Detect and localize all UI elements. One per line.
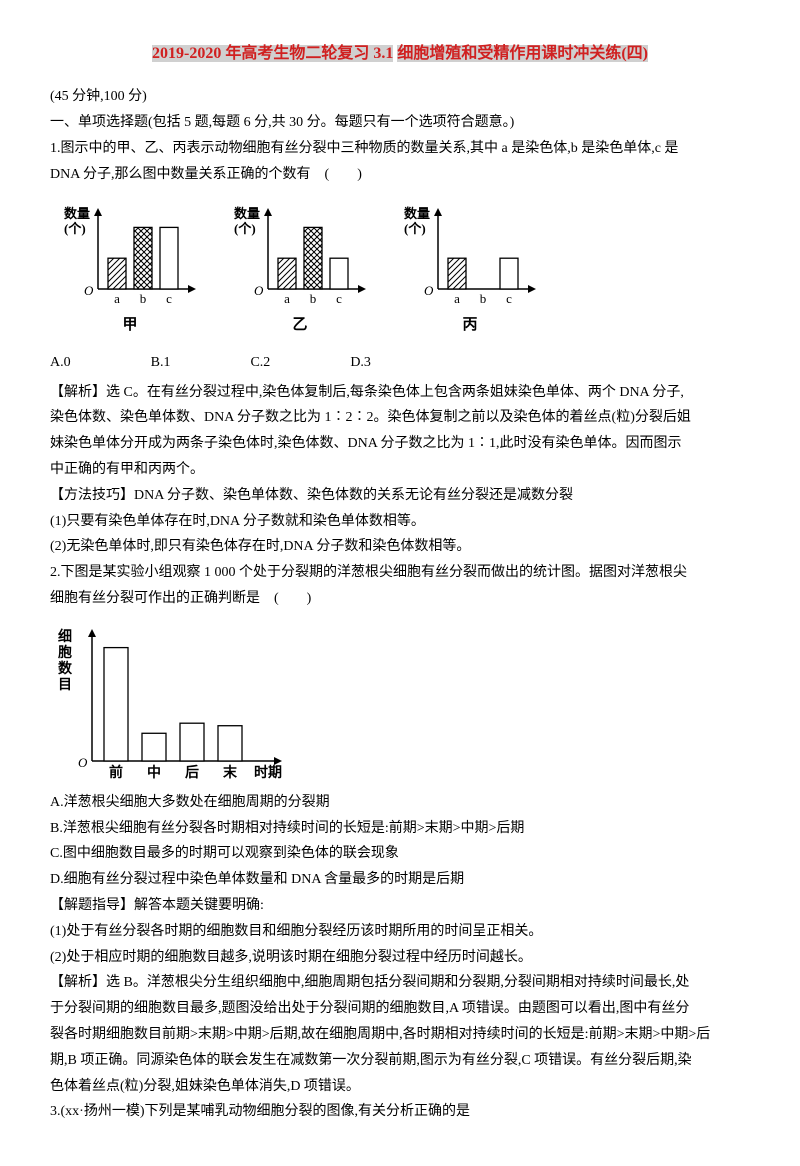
q2-exp-3: 裂各时期细胞数目前期>末期>中期>后期,故在细胞周期中,各时期相对持续时间的长短… [50,1023,750,1047]
svg-text:中: 中 [147,764,161,781]
q1-exp-3: 妹染色单体分开成为两条子染色体时,染色体数、DNA 分子数之比为 1∶1,此时没… [50,432,750,456]
q1-tip-head: 【方法技巧】DNA 分子数、染色单体数、染色体数的关系无论有丝分裂还是减数分裂 [50,484,750,508]
svg-text:a: a [454,291,460,306]
svg-text:c: c [166,291,172,306]
chart-bing: 数量(个) O a b c 丙 [400,204,540,339]
svg-text:c: c [336,291,342,306]
svg-text:前: 前 [109,764,123,781]
chart-jia: 数量(个) O a b c 甲 [60,204,200,339]
svg-text:数量: 数量 [404,206,430,221]
q1-option-b: B.1 [151,351,171,375]
q2-option-a: A.洋葱根尖细胞大多数处在细胞周期的分裂期 [50,791,750,815]
svg-text:(个): (个) [404,221,426,236]
chart-jia-label: 甲 [60,313,200,339]
q2-option-c: C.图中细胞数目最多的时期可以观察到染色体的联会现象 [50,842,750,866]
svg-text:数量: 数量 [64,206,90,221]
svg-text:O: O [78,755,88,770]
q1-tip-1: (1)只要有染色单体存在时,DNA 分子数就和染色单体数相等。 [50,510,750,534]
svg-text:后: 后 [185,764,199,781]
svg-text:(个): (个) [64,221,86,236]
svg-text:O: O [254,283,264,298]
q3-stem: 3.(xx·扬州一模)下列是某哺乳动物细胞分裂的图像,有关分析正确的是 [50,1100,750,1124]
title-part-1: 2019-2020 年高考生物二轮复习 3.1 [152,45,393,62]
svg-text:细: 细 [58,628,72,645]
q2-chart: 细胞数目 O 前 中 后 末时期 [50,623,290,783]
q2-tip-head: 【解题指导】解答本题关键要明确: [50,894,750,918]
q1-exp-2: 染色体数、染色单体数、DNA 分子数之比为 1∶2∶2。染色体复制之前以及染色体… [50,406,750,430]
q1-option-d: D.3 [350,351,371,375]
svg-text:(个): (个) [234,221,256,236]
svg-text:O: O [84,283,94,298]
svg-text:数: 数 [58,660,73,677]
q2-exp-2: 于分裂间期的细胞数目最多,题图没给出处于分裂间期的细胞数目,A 项错误。由题图可… [50,997,750,1021]
q1-exp-1: 【解析】选 C。在有丝分裂过程中,染色体复制后,每条染色体上包含两条姐妹染色单体… [50,381,750,405]
q2-option-b: B.洋葱根尖细胞有丝分裂各时期相对持续时间的长短是:前期>末期>中期>后期 [50,817,750,841]
section-1-heading: 一、单项选择题(包括 5 题,每题 6 分,共 30 分。每题只有一个选项符合题… [50,111,750,135]
q2-option-d: D.细胞有丝分裂过程中染色单体数量和 DNA 含量最多的时期是后期 [50,868,750,892]
svg-text:a: a [114,291,120,306]
q2-exp-5: 色体着丝点(粒)分裂,姐妹染色单体消失,D 项错误。 [50,1075,750,1099]
svg-text:数量: 数量 [234,206,260,221]
q1-exp-4: 中正确的有甲和丙两个。 [50,458,750,482]
svg-text:末: 末 [223,764,238,781]
chart-yi-label: 乙 [230,313,370,339]
q2-exp-1: 【解析】选 B。洋葱根尖分生组织细胞中,细胞周期包括分裂间期和分裂期,分裂间期相… [50,971,750,995]
q2-tip-1: (1)处于有丝分裂各时期的细胞数目和细胞分裂经历该时期所用的时间呈正相关。 [50,920,750,944]
chart-yi: 数量(个) O a b c 乙 [230,204,370,339]
svg-text:b: b [140,291,147,306]
svg-text:胞: 胞 [57,644,72,661]
q2-exp-4: 期,B 项正确。同源染色体的联会发生在减数第一次分裂前期,图示为有丝分裂,C 项… [50,1049,750,1073]
q2-stem-2: 细胞有丝分裂可作出的正确判断是 ( ) [50,587,750,611]
page-title: 2019-2020 年高考生物二轮复习 3.1 细胞增殖和受精作用课时冲关练(四… [50,40,750,67]
svg-text:时期: 时期 [254,764,282,781]
q1-tip-2: (2)无染色单体时,即只有染色体存在时,DNA 分子数和染色体数相等。 [50,535,750,559]
q1-option-a: A.0 [50,351,71,375]
title-part-2: 细胞增殖和受精作用课时冲关练(四) [397,45,648,62]
svg-text:目: 目 [58,677,72,693]
svg-text:b: b [310,291,317,306]
svg-text:b: b [480,291,487,306]
chart-bing-label: 丙 [400,313,540,339]
q2-tip-2: (2)处于相应时期的细胞数目越多,说明该时期在细胞分裂过程中经历时间越长。 [50,946,750,970]
q2-stem-1: 2.下图是某实验小组观察 1 000 个处于分裂期的洋葱根尖细胞有丝分裂而做出的… [50,561,750,585]
svg-text:c: c [506,291,512,306]
q1-charts-row: 数量(个) O abc 甲 数量(个) O abc 乙 数量(个) [50,204,750,339]
q1-option-c: C.2 [250,351,270,375]
svg-text:O: O [424,283,434,298]
q1-stem-2: DNA 分子,那么图中数量关系正确的个数有 ( ) [50,163,750,187]
q1-options: A.0 B.1 C.2 D.3 [50,351,750,375]
time-score: (45 分钟,100 分) [50,85,750,109]
q1-stem-1: 1.图示中的甲、乙、丙表示动物细胞有丝分裂中三种物质的数量关系,其中 a 是染色… [50,137,750,161]
svg-text:a: a [284,291,290,306]
